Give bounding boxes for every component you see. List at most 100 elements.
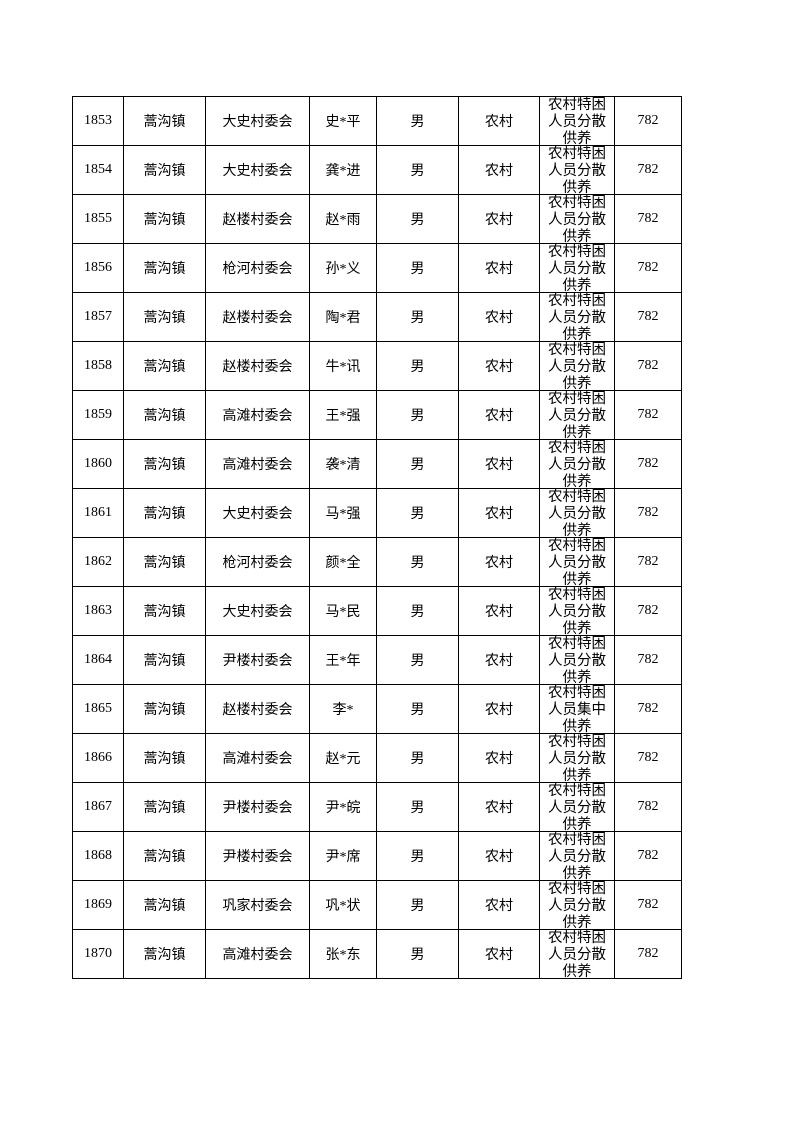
- cell-category: 农村特困人员分散供养: [539, 537, 615, 587]
- cell-category-text: 农村特困人员分散供养: [548, 195, 606, 243]
- cell-gender: 男: [376, 194, 459, 244]
- cell-category-text: 农村特困人员分散供养: [548, 342, 606, 390]
- cell-category-text: 农村特困人员分散供养: [548, 734, 606, 782]
- cell-name: 尹*皖: [309, 782, 377, 832]
- cell-gender: 男: [376, 390, 459, 440]
- cell-no: 1862: [72, 537, 124, 587]
- table-row: 1855 蒿沟镇 赵楼村委会 赵*雨男农村 农村特困人员分散供养 782: [72, 194, 682, 244]
- cell-gender: 男: [376, 145, 459, 195]
- cell-name: 李*: [309, 684, 377, 734]
- cell-type: 农村: [458, 733, 540, 783]
- table-row: 1867 蒿沟镇 尹楼村委会 尹*皖男农村 农村特困人员分散供养 782: [72, 782, 682, 832]
- cell-amount: 782: [614, 733, 682, 783]
- cell-category-text: 农村特困人员分散供养: [548, 538, 606, 586]
- cell-name: 马*强: [309, 488, 377, 538]
- cell-amount: 782: [614, 586, 682, 636]
- cell-category: 农村特困人员分散供养: [539, 145, 615, 195]
- cell-category-text: 农村特困人员分散供养: [548, 293, 606, 341]
- cell-no: 1854: [72, 145, 124, 195]
- table-row: 1854 蒿沟镇 大史村委会 龚*进男农村 农村特困人员分散供养 782: [72, 145, 682, 195]
- cell-type: 农村: [458, 439, 540, 489]
- cell-amount: 782: [614, 488, 682, 538]
- cell-town: 蒿沟镇: [123, 292, 206, 342]
- cell-no: 1864: [72, 635, 124, 685]
- cell-town: 蒿沟镇: [123, 537, 206, 587]
- cell-village: 大史村委会: [205, 488, 310, 538]
- cell-town: 蒿沟镇: [123, 733, 206, 783]
- cell-village: 赵楼村委会: [205, 194, 310, 244]
- cell-town: 蒿沟镇: [123, 635, 206, 685]
- cell-category-text: 农村特困人员分散供养: [548, 783, 606, 831]
- cell-category-text: 农村特困人员分散供养: [548, 587, 606, 635]
- cell-village: 赵楼村委会: [205, 292, 310, 342]
- cell-gender: 男: [376, 831, 459, 881]
- cell-village: 赵楼村委会: [205, 684, 310, 734]
- cell-type: 农村: [458, 292, 540, 342]
- cell-category-text: 农村特困人员分散供养: [548, 930, 606, 978]
- cell-gender: 男: [376, 292, 459, 342]
- cell-village: 高滩村委会: [205, 439, 310, 489]
- cell-amount: 782: [614, 292, 682, 342]
- cell-town: 蒿沟镇: [123, 782, 206, 832]
- cell-category: 农村特困人员分散供养: [539, 831, 615, 881]
- cell-type: 农村: [458, 145, 540, 195]
- cell-name: 史*平: [309, 96, 377, 146]
- cell-town: 蒿沟镇: [123, 684, 206, 734]
- cell-amount: 782: [614, 929, 682, 979]
- cell-amount: 782: [614, 439, 682, 489]
- cell-type: 农村: [458, 194, 540, 244]
- cell-name: 王*年: [309, 635, 377, 685]
- cell-type: 农村: [458, 831, 540, 881]
- cell-category-text: 农村特困人员分散供养: [548, 391, 606, 439]
- table-row: 1856 蒿沟镇 枪河村委会 孙*义男农村 农村特困人员分散供养 782: [72, 243, 682, 293]
- cell-name: 孙*义: [309, 243, 377, 293]
- cell-amount: 782: [614, 635, 682, 685]
- cell-town: 蒿沟镇: [123, 831, 206, 881]
- cell-name: 陶*君: [309, 292, 377, 342]
- cell-no: 1859: [72, 390, 124, 440]
- cell-name: 尹*席: [309, 831, 377, 881]
- table-row: 1859 蒿沟镇 高滩村委会 王*强男农村 农村特困人员分散供养 782: [72, 390, 682, 440]
- cell-no: 1853: [72, 96, 124, 146]
- table-row: 1869 蒿沟镇 巩家村委会 巩*状男农村 农村特困人员分散供养 782: [72, 880, 682, 930]
- cell-category-text: 农村特困人员分散供养: [548, 244, 606, 292]
- cell-category-text: 农村特困人员分散供养: [548, 440, 606, 488]
- table-row: 1860 蒿沟镇 高滩村委会 袭*清男农村 农村特困人员分散供养 782: [72, 439, 682, 489]
- cell-category-text: 农村特困人员分散供养: [548, 489, 606, 537]
- cell-no: 1868: [72, 831, 124, 881]
- cell-category-text: 农村特困人员分散供养: [548, 636, 606, 684]
- cell-name: 马*民: [309, 586, 377, 636]
- cell-no: 1861: [72, 488, 124, 538]
- cell-no: 1858: [72, 341, 124, 391]
- cell-amount: 782: [614, 243, 682, 293]
- cell-town: 蒿沟镇: [123, 439, 206, 489]
- cell-gender: 男: [376, 439, 459, 489]
- cell-gender: 男: [376, 96, 459, 146]
- cell-type: 农村: [458, 929, 540, 979]
- cell-amount: 782: [614, 684, 682, 734]
- cell-amount: 782: [614, 194, 682, 244]
- cell-gender: 男: [376, 243, 459, 293]
- cell-type: 农村: [458, 537, 540, 587]
- cell-category-text: 农村特困人员分散供养: [548, 832, 606, 880]
- cell-amount: 782: [614, 96, 682, 146]
- cell-gender: 男: [376, 537, 459, 587]
- cell-amount: 782: [614, 831, 682, 881]
- cell-category: 农村特困人员分散供养: [539, 341, 615, 391]
- cell-category: 农村特困人员分散供养: [539, 439, 615, 489]
- cell-category: 农村特困人员分散供养: [539, 929, 615, 979]
- table-row: 1864 蒿沟镇 尹楼村委会 王*年男农村 农村特困人员分散供养 782: [72, 635, 682, 685]
- cell-name: 张*东: [309, 929, 377, 979]
- table-row: 1865 蒿沟镇 赵楼村委会 李* 男农村 农村特困人员集中供养 782: [72, 684, 682, 734]
- cell-no: 1856: [72, 243, 124, 293]
- cell-type: 农村: [458, 488, 540, 538]
- cell-category-text: 农村特困人员分散供养: [548, 146, 606, 194]
- cell-category: 农村特困人员分散供养: [539, 96, 615, 146]
- cell-gender: 男: [376, 488, 459, 538]
- cell-gender: 男: [376, 586, 459, 636]
- table-row: 1862 蒿沟镇 枪河村委会 颜*全男农村 农村特困人员分散供养 782: [72, 537, 682, 587]
- cell-name: 颜*全: [309, 537, 377, 587]
- cell-type: 农村: [458, 880, 540, 930]
- cell-type: 农村: [458, 782, 540, 832]
- cell-type: 农村: [458, 586, 540, 636]
